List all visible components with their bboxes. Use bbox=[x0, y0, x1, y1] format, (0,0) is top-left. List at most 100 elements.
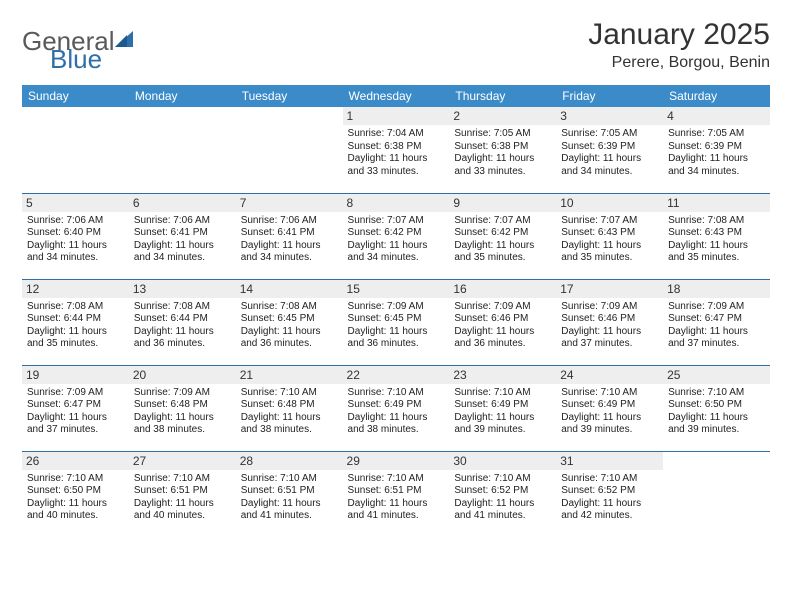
calendar-day-cell: 9Sunrise: 7:07 AMSunset: 6:42 PMDaylight… bbox=[449, 193, 556, 279]
day-details: Sunrise: 7:09 AMSunset: 6:48 PMDaylight:… bbox=[134, 387, 231, 437]
day-details: Sunrise: 7:09 AMSunset: 6:47 PMDaylight:… bbox=[668, 301, 765, 351]
calendar-day-cell: 14Sunrise: 7:08 AMSunset: 6:45 PMDayligh… bbox=[236, 279, 343, 365]
day-details: Sunrise: 7:10 AMSunset: 6:49 PMDaylight:… bbox=[561, 387, 658, 437]
day-details: Sunrise: 7:09 AMSunset: 6:46 PMDaylight:… bbox=[561, 301, 658, 351]
calendar-day-cell: 10Sunrise: 7:07 AMSunset: 6:43 PMDayligh… bbox=[556, 193, 663, 279]
sunset-text: Sunset: 6:41 PM bbox=[134, 227, 231, 240]
sunrise-text: Sunrise: 7:10 AM bbox=[27, 473, 124, 486]
calendar-table: SundayMondayTuesdayWednesdayThursdayFrid… bbox=[22, 85, 770, 537]
calendar-week-row: 12 Sunrise: 7:08 AM Sunset: 6:44 PM Dayligh… bbox=[22, 279, 770, 365]
calendar-week-row: 5Sunrise: 7:06 AMSunset: 6:40 PMDaylight… bbox=[22, 193, 770, 279]
daylight-text: Daylight: 11 hours and 42 minutes. bbox=[561, 498, 658, 523]
day-number: 13 bbox=[129, 280, 236, 298]
day-number: 6 bbox=[129, 194, 236, 212]
sunset-text: Sunset: 6:44 PM bbox=[134, 313, 231, 326]
sunset-text: Sunset: 6:48 PM bbox=[241, 399, 338, 412]
calendar-day-cell: 3Sunrise: 7:05 AMSunset: 6:39 PMDaylight… bbox=[556, 107, 663, 193]
day-number: 4 bbox=[663, 107, 770, 125]
day-number: 26 bbox=[22, 452, 129, 470]
day-details: Sunrise: 7:10 AMSunset: 6:51 PMDaylight:… bbox=[134, 473, 231, 523]
day-number: 29 bbox=[343, 452, 450, 470]
sunset-text: Sunset: 6:40 PM bbox=[27, 227, 124, 240]
day-number: 15 bbox=[343, 280, 450, 298]
daylight-text: Daylight: 11 hours and 35 minutes. bbox=[27, 326, 124, 351]
day-details: Sunrise: 7:07 AMSunset: 6:42 PMDaylight:… bbox=[348, 215, 445, 265]
calendar-day-cell: 28Sunrise: 7:10 AMSunset: 6:51 PMDayligh… bbox=[236, 451, 343, 537]
calendar-day-cell: 11Sunrise: 7:08 AMSunset: 6:43 PMDayligh… bbox=[663, 193, 770, 279]
sunset-text: Sunset: 6:51 PM bbox=[241, 485, 338, 498]
day-number: 24 bbox=[556, 366, 663, 384]
calendar-day-cell bbox=[236, 107, 343, 193]
sunset-text: Sunset: 6:50 PM bbox=[27, 485, 124, 498]
daylight-text: Daylight: 11 hours and 40 minutes. bbox=[134, 498, 231, 523]
calendar-day-cell: 23Sunrise: 7:10 AMSunset: 6:49 PMDayligh… bbox=[449, 365, 556, 451]
sunset-text: Sunset: 6:43 PM bbox=[668, 227, 765, 240]
day-details: Sunrise: 7:08 AMSunset: 6:45 PMDaylight:… bbox=[241, 301, 338, 351]
day-number: 16 bbox=[449, 280, 556, 298]
calendar-week-row: 19Sunrise: 7:09 AMSunset: 6:47 PMDayligh… bbox=[22, 365, 770, 451]
daylight-text: Daylight: 11 hours and 35 minutes. bbox=[668, 240, 765, 265]
sunrise-text: Sunrise: 7:09 AM bbox=[134, 387, 231, 400]
day-details: Sunrise: 7:09 AMSunset: 6:47 PMDaylight:… bbox=[27, 387, 124, 437]
day-number: 2 bbox=[449, 107, 556, 125]
day-number: 31 bbox=[556, 452, 663, 470]
sunrise-text: Sunrise: 7:10 AM bbox=[241, 387, 338, 400]
daylight-text: Daylight: 11 hours and 34 minutes. bbox=[668, 153, 765, 178]
daylight-text: Daylight: 11 hours and 38 minutes. bbox=[348, 412, 445, 437]
sunrise-text: Sunrise: 7:10 AM bbox=[454, 387, 551, 400]
day-details: Sunrise: 7:10 AMSunset: 6:50 PMDaylight:… bbox=[668, 387, 765, 437]
day-number: 25 bbox=[663, 366, 770, 384]
day-header: Friday bbox=[556, 85, 663, 107]
sunset-text: Sunset: 6:50 PM bbox=[668, 399, 765, 412]
calendar-day-cell bbox=[663, 451, 770, 537]
sunset-text: Sunset: 6:52 PM bbox=[454, 485, 551, 498]
sunset-text: Sunset: 6:49 PM bbox=[454, 399, 551, 412]
day-details: Sunrise: 7:06 AMSunset: 6:41 PMDaylight:… bbox=[241, 215, 338, 265]
calendar-day-cell: 24 Sunrise: 7:10 AMSunset: 6:49 PMDayligh… bbox=[556, 365, 663, 451]
day-header: Monday bbox=[129, 85, 236, 107]
daylight-text: Daylight: 11 hours and 33 minutes. bbox=[454, 153, 551, 178]
sunrise-text: Sunrise: 7:06 AM bbox=[27, 215, 124, 228]
sunrise-text: Sunrise: 7:09 AM bbox=[454, 301, 551, 314]
day-details: Sunrise: 7:09 AMSunset: 6:46 PMDaylight:… bbox=[454, 301, 551, 351]
sunrise-text: Sunrise: 7:10 AM bbox=[454, 473, 551, 486]
daylight-text: Daylight: 11 hours and 41 minutes. bbox=[454, 498, 551, 523]
sunset-text: Sunset: 6:49 PM bbox=[348, 399, 445, 412]
daylight-text: Daylight: 11 hours and 41 minutes. bbox=[241, 498, 338, 523]
calendar-day-cell: 19Sunrise: 7:09 AMSunset: 6:47 PMDayligh… bbox=[22, 365, 129, 451]
calendar-day-cell: 27 Sunrise: 7:10 AMSunset: 6:51 PMDayligh… bbox=[129, 451, 236, 537]
day-details: Sunrise: 7:10 AMSunset: 6:49 PMDaylight:… bbox=[454, 387, 551, 437]
calendar-day-cell: 26Sunrise: 7:10 AMSunset: 6:50 PMDayligh… bbox=[22, 451, 129, 537]
sunset-text: Sunset: 6:39 PM bbox=[668, 141, 765, 154]
day-number: 5 bbox=[22, 194, 129, 212]
sunrise-text: Sunrise: 7:04 AM bbox=[348, 128, 445, 141]
daylight-text: Daylight: 11 hours and 34 minutes. bbox=[561, 153, 658, 178]
sunrise-text: Sunrise: 7:07 AM bbox=[561, 215, 658, 228]
day-number: 18 bbox=[663, 280, 770, 298]
day-header: Saturday bbox=[663, 85, 770, 107]
day-number: 17 bbox=[556, 280, 663, 298]
calendar-day-cell: 2Sunrise: 7:05 AMSunset: 6:38 PMDaylight… bbox=[449, 107, 556, 193]
day-details: Sunrise: 7:08 AMSunset: 6:43 PMDaylight:… bbox=[668, 215, 765, 265]
sunrise-text: Sunrise: 7:07 AM bbox=[454, 215, 551, 228]
day-number: 8 bbox=[343, 194, 450, 212]
day-details: Sunrise: 7:04 AMSunset: 6:38 PMDaylight:… bbox=[348, 128, 445, 178]
daylight-text: Daylight: 11 hours and 38 minutes. bbox=[241, 412, 338, 437]
sunrise-text: Sunrise: 7:06 AM bbox=[241, 215, 338, 228]
calendar-day-cell: 8 Sunrise: 7:07 AMSunset: 6:42 PMDaylight… bbox=[343, 193, 450, 279]
daylight-text: Daylight: 11 hours and 38 minutes. bbox=[134, 412, 231, 437]
day-details: Sunrise: 7:05 AMSunset: 6:39 PMDaylight:… bbox=[668, 128, 765, 178]
calendar-day-cell bbox=[22, 107, 129, 193]
daylight-text: Daylight: 11 hours and 34 minutes. bbox=[27, 240, 124, 265]
day-number: 12 bbox=[22, 280, 129, 298]
day-number: 7 bbox=[236, 194, 343, 212]
day-number: 27 bbox=[129, 452, 236, 470]
day-number: 20 bbox=[129, 366, 236, 384]
sunset-text: Sunset: 6:43 PM bbox=[561, 227, 658, 240]
day-details: Sunrise: 7:10 AMSunset: 6:51 PMDaylight:… bbox=[348, 473, 445, 523]
sunrise-text: Sunrise: 7:08 AM bbox=[27, 301, 124, 314]
day-details: Sunrise: 7:10 AMSunset: 6:51 PMDaylight:… bbox=[241, 473, 338, 523]
calendar-day-cell: 12Sunrise: 7:08 AMSunset: 6:44 PMDayligh… bbox=[22, 279, 129, 365]
sunrise-text: Sunrise: 7:06 AM bbox=[134, 215, 231, 228]
day-number: 1 bbox=[343, 107, 450, 125]
